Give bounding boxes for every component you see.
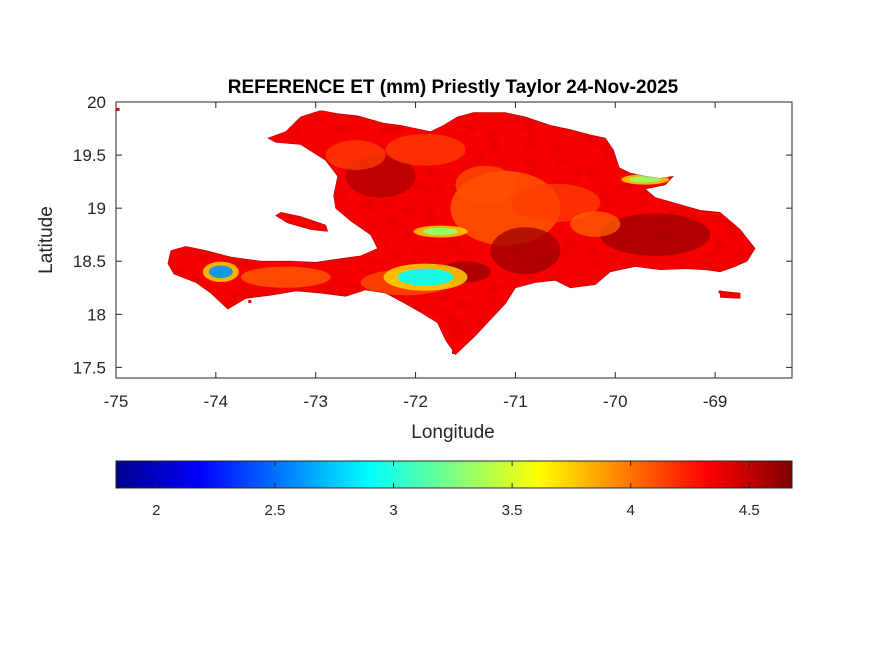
low-et-area [397,268,454,286]
x-tick-label: -74 [204,392,229,411]
y-tick-label: 18.5 [73,252,106,271]
data-pixel [116,107,120,111]
low-et-area [208,265,233,279]
value-patch [510,183,601,222]
value-patch [240,266,331,288]
x-tick-label: -70 [603,392,628,411]
x-tick-label: -69 [703,392,728,411]
value-patch [455,165,516,204]
chart-title: REFERENCE ET (mm) Priestly Taylor 24-Nov… [228,77,679,98]
data-pixel [452,351,456,355]
island-gonave [275,212,329,232]
value-patch [325,140,386,170]
x-tick-label: -71 [503,392,528,411]
low-et-area [629,176,662,183]
low-et-area [422,227,459,236]
y-tick-label: 19.5 [73,146,106,165]
y-tick-label: 18 [87,305,106,324]
x-tick-label: -75 [104,392,129,411]
x-axis: -75 -74 -73 -72 -71 -70 -69 [104,102,728,411]
map-layer [116,107,756,356]
value-patch [385,133,466,166]
colorbar-tick-label: 2 [152,502,160,519]
value-patch [490,227,561,274]
x-tick-label: -72 [403,392,428,411]
colorbar-tick-label: 3.5 [502,502,523,519]
x-tick-label: -73 [303,392,328,411]
colorbar-tick-label: 4.5 [739,502,760,519]
y-tick-label: 20 [87,93,106,112]
y-axis-label: Latitude [36,206,57,274]
y-tick-label: 19 [87,199,106,218]
colorbar-tick-label: 3 [389,502,397,519]
colorbar-ticks: 2 2.5 3 3.5 4 4.5 [152,461,760,519]
value-patch [600,213,711,256]
y-axis: 17.5 18 18.5 19 19.5 20 [73,93,792,377]
colorbar-tick-label: 2.5 [264,502,285,519]
data-pixel [718,290,722,294]
island-saona [719,290,741,299]
colorbar [115,460,793,489]
value-patch [570,211,621,237]
y-tick-label: 17.5 [73,358,106,377]
land-detail [202,133,711,296]
data-pixel [248,300,252,304]
x-axis-label: Longitude [411,422,494,443]
colorbar-tick-label: 4 [627,502,635,519]
